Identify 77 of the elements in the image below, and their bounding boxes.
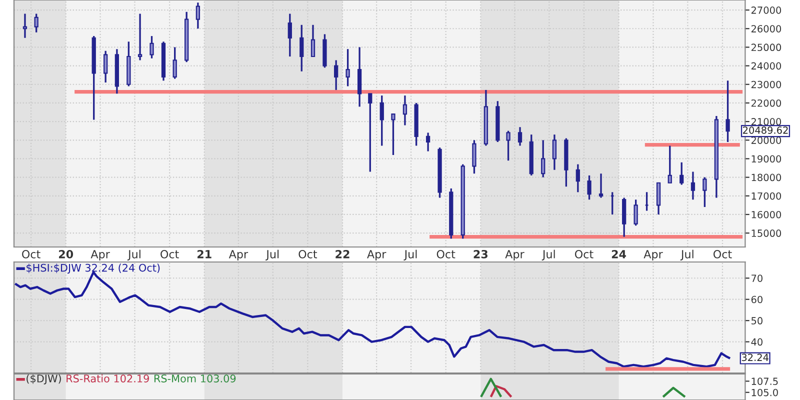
y-tick-label: 25000: [751, 44, 782, 52]
candlestick: [368, 92, 372, 173]
x-tick-label: Jul: [680, 250, 694, 260]
y-tick-label: 60: [751, 296, 762, 304]
y-tick-label: 20000: [751, 136, 782, 144]
candlestick: [104, 50, 108, 84]
candlestick: [552, 134, 557, 171]
y-tick-label: 19000: [752, 155, 782, 163]
x-tick-label: 21: [198, 250, 212, 258]
x-tick-label: Jul: [542, 250, 555, 260]
legend-label: $HSI:$DJW 32.24 (24 Oct): [26, 264, 160, 274]
x-tick-label: Apr: [505, 250, 524, 261]
annotation: 20489.62: [743, 126, 788, 134]
candlestick: [150, 35, 154, 60]
candlestick: [196, 2, 200, 30]
candlestick: [334, 59, 338, 91]
candlestick: [634, 198, 638, 226]
candlestick: [587, 174, 592, 200]
y-tick-label: 27000: [751, 6, 782, 14]
x-tick-label: Apr: [90, 250, 110, 261]
candlestick: [391, 113, 396, 156]
x-tick-label: 23: [474, 250, 488, 258]
y-tick-label: 23000: [751, 80, 782, 88]
candlestick: [668, 144, 672, 184]
candlestick: [300, 24, 304, 72]
candlestick: [656, 182, 661, 216]
x-tick-label: Apr: [644, 250, 663, 261]
candlestick: [518, 126, 522, 147]
x-tick-label: Oct: [714, 250, 732, 258]
y-tick-label: 107.5: [752, 378, 778, 386]
candlestick: [22, 12, 28, 39]
candlestick: [598, 172, 604, 199]
candlestick: [288, 12, 292, 58]
candlestick: [172, 46, 177, 80]
candlestick: [34, 12, 38, 34]
candlestick: [138, 12, 142, 62]
candlestick: [380, 94, 384, 147]
x-tick-label: Oct: [436, 250, 456, 258]
x-tick-label: Jul: [127, 250, 140, 260]
candlestick: [680, 162, 684, 186]
y-tick-label: 16000: [752, 210, 782, 218]
y-tick-label: 50: [752, 317, 762, 324]
y-tick-label: 17000: [752, 192, 782, 200]
y-tick-label: 22000: [751, 99, 782, 107]
x-tick-label: Jul: [404, 250, 417, 260]
candlestick: [690, 170, 696, 200]
legend-title: ($DJW): [26, 374, 61, 384]
x-tick-label: Apr: [228, 250, 248, 261]
x-tick-label: Oct: [22, 250, 40, 258]
annotation: 32.24: [742, 354, 768, 362]
candlestick: [346, 48, 350, 88]
text: RS-Mom 103.09: [154, 374, 236, 382]
x-tick-label: Oct: [160, 250, 179, 258]
y-tick-label: 70: [752, 274, 762, 282]
x-tick-label: 20: [59, 250, 74, 258]
candlestick: [702, 176, 707, 208]
x-tick-label: Jul: [266, 250, 279, 260]
x-tick-label: Oct: [574, 250, 594, 258]
candlestick: [402, 94, 408, 126]
y-tick-label: 24000: [751, 62, 782, 70]
y-tick-label: 18000: [752, 174, 782, 182]
x-tick-label: Oct: [298, 250, 318, 258]
candlestick: [472, 139, 476, 174]
x-tick-label: 22: [336, 250, 350, 258]
x-tick-label: 24: [612, 250, 626, 258]
y-tick-label: 40: [751, 338, 762, 346]
y-tick-label: 15000: [752, 230, 782, 237]
candlestick: [506, 130, 510, 162]
x-tick-label: Apr: [367, 250, 386, 261]
candlestick: [310, 24, 316, 58]
candlestick: [576, 163, 580, 194]
candlestick: [726, 80, 730, 143]
candlestick: [541, 139, 546, 178]
y-tick-label: 105.0: [752, 388, 778, 396]
y-tick-label: 26000: [751, 25, 782, 32]
text: RS-Ratio 102.19: [66, 374, 149, 382]
candlestick: [426, 132, 430, 152]
